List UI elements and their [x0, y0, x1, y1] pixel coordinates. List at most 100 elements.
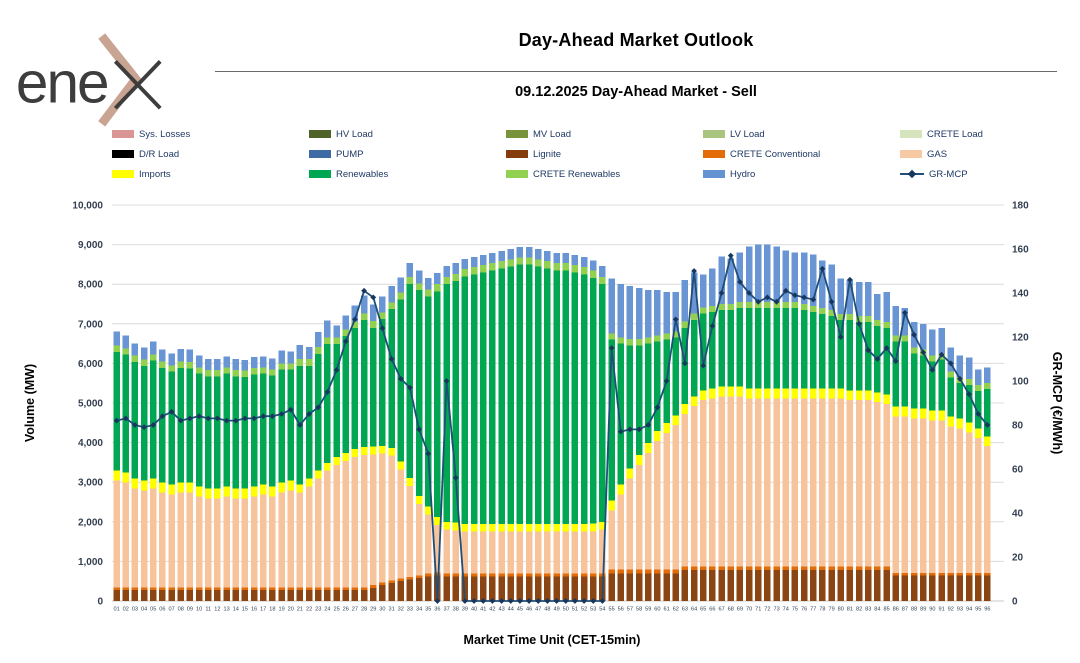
svg-text:0: 0	[1012, 597, 1018, 608]
legend-label: CRETE Load	[927, 128, 983, 140]
svg-text:07: 07	[168, 607, 174, 613]
svg-text:7,000: 7,000	[78, 319, 103, 330]
legend-item-crete-renewables: CRETE Renewables	[506, 169, 703, 180]
svg-text:09: 09	[187, 607, 193, 613]
legend-item-hv-load: HV Load	[309, 129, 506, 140]
legend-label: MV Load	[533, 128, 572, 140]
svg-text:01: 01	[113, 607, 119, 613]
page-title: Day-Ahead Market Outlook	[518, 30, 754, 50]
legend-item-mv-load: MV Load	[506, 129, 703, 140]
svg-text:15: 15	[242, 607, 248, 613]
bar-series-crete-conventional	[113, 566, 991, 590]
svg-text:79: 79	[828, 607, 834, 613]
svg-text:47: 47	[535, 607, 541, 613]
svg-text:65: 65	[700, 607, 706, 613]
svg-text:32: 32	[398, 607, 404, 613]
bar-series-lignite	[113, 570, 991, 601]
legend-color-swatch	[703, 170, 725, 178]
x-axis-title: Market Time Unit (CET-15min)	[464, 633, 641, 647]
legend-label: LV Load	[730, 128, 765, 140]
legend-color-swatch	[112, 150, 134, 158]
svg-text:1,000: 1,000	[78, 557, 103, 568]
svg-text:29: 29	[370, 607, 376, 613]
svg-text:75: 75	[792, 607, 798, 613]
legend-item-crete-conventional: CRETE Conventional	[703, 149, 900, 160]
title-divider	[215, 71, 1057, 72]
svg-text:100: 100	[1012, 377, 1029, 388]
svg-text:38: 38	[453, 607, 459, 613]
x-ticks: 01 02 03 04 05 06 07 08 09 10 11 12 13 14 15 16 17 18 19 20…	[113, 607, 990, 613]
svg-text:43: 43	[498, 607, 504, 613]
legend-color-swatch	[900, 130, 922, 138]
svg-text:8,000: 8,000	[78, 280, 103, 291]
svg-text:46: 46	[526, 607, 532, 613]
svg-text:03: 03	[132, 607, 138, 613]
svg-text:21: 21	[297, 607, 303, 613]
svg-text:0: 0	[97, 597, 103, 608]
svg-text:88: 88	[911, 607, 917, 613]
svg-text:4,000: 4,000	[78, 438, 103, 449]
legend-label: Hydro	[730, 168, 756, 180]
svg-text:9,000: 9,000	[78, 240, 103, 251]
svg-text:10: 10	[196, 607, 202, 613]
svg-text:5,000: 5,000	[78, 399, 103, 410]
svg-text:84: 84	[874, 607, 880, 613]
svg-text:82: 82	[856, 607, 862, 613]
legend-label: Imports	[139, 168, 171, 180]
svg-text:45: 45	[517, 607, 523, 613]
svg-text:48: 48	[544, 607, 550, 613]
svg-text:95: 95	[975, 607, 981, 613]
svg-text:96: 96	[984, 607, 990, 613]
svg-text:06: 06	[159, 607, 165, 613]
legend-color-swatch	[703, 150, 725, 158]
svg-text:22: 22	[306, 607, 312, 613]
legend-item-hydro: Hydro	[703, 169, 900, 180]
svg-text:71: 71	[755, 607, 761, 613]
svg-text:63: 63	[682, 607, 688, 613]
legend-color-swatch	[309, 170, 331, 178]
svg-text:10,000: 10,000	[72, 201, 103, 212]
svg-text:73: 73	[773, 607, 779, 613]
svg-text:6,000: 6,000	[78, 359, 103, 370]
legend-item-imports: Imports	[112, 169, 309, 180]
svg-text:64: 64	[691, 607, 697, 613]
svg-text:23: 23	[315, 607, 321, 613]
logo-chevron	[98, 33, 142, 127]
svg-text:49: 49	[553, 607, 559, 613]
svg-text:55: 55	[608, 607, 614, 613]
legend-label: GR-MCP	[929, 168, 968, 180]
svg-text:24: 24	[324, 607, 330, 613]
y-right-ticks: 0 20 40 60 80 100 120 140 160 180	[1012, 201, 1029, 608]
svg-text:94: 94	[966, 607, 972, 613]
legend-item-lignite: Lignite	[506, 149, 703, 160]
svg-text:36: 36	[434, 607, 440, 613]
svg-text:93: 93	[957, 607, 963, 613]
svg-text:13: 13	[223, 607, 229, 613]
svg-text:40: 40	[1012, 509, 1024, 520]
svg-text:53: 53	[590, 607, 596, 613]
svg-text:54: 54	[599, 607, 605, 613]
legend-label: CRETE Conventional	[730, 148, 821, 160]
legend-color-swatch	[309, 150, 331, 158]
svg-text:39: 39	[462, 607, 468, 613]
svg-text:80: 80	[838, 607, 844, 613]
legend-label: HV Load	[336, 128, 373, 140]
svg-text:80: 80	[1012, 421, 1024, 432]
y-left-ticks: 0 1,000 2,000 3,000 4,000 5,000 6,000 7,000 8,00…	[72, 201, 103, 608]
svg-text:20: 20	[1012, 553, 1024, 564]
svg-text:31: 31	[388, 607, 394, 613]
svg-text:74: 74	[783, 607, 789, 613]
bar-series-gas	[113, 396, 991, 588]
svg-text:92: 92	[948, 607, 954, 613]
svg-text:59: 59	[645, 607, 651, 613]
bar-series-crete-renewables	[113, 257, 991, 392]
svg-text:89: 89	[920, 607, 926, 613]
svg-text:35: 35	[425, 607, 431, 613]
chart-legend: Sys. Losses HV Load MV Load LV Load CRETE Lo…	[112, 124, 1012, 184]
svg-text:14: 14	[233, 607, 239, 613]
svg-text:72: 72	[764, 607, 770, 613]
bar-series-hydro	[113, 244, 991, 386]
y-right-axis-title: GR-MCP (€/MWh)	[1050, 352, 1064, 455]
svg-text:26: 26	[343, 607, 349, 613]
